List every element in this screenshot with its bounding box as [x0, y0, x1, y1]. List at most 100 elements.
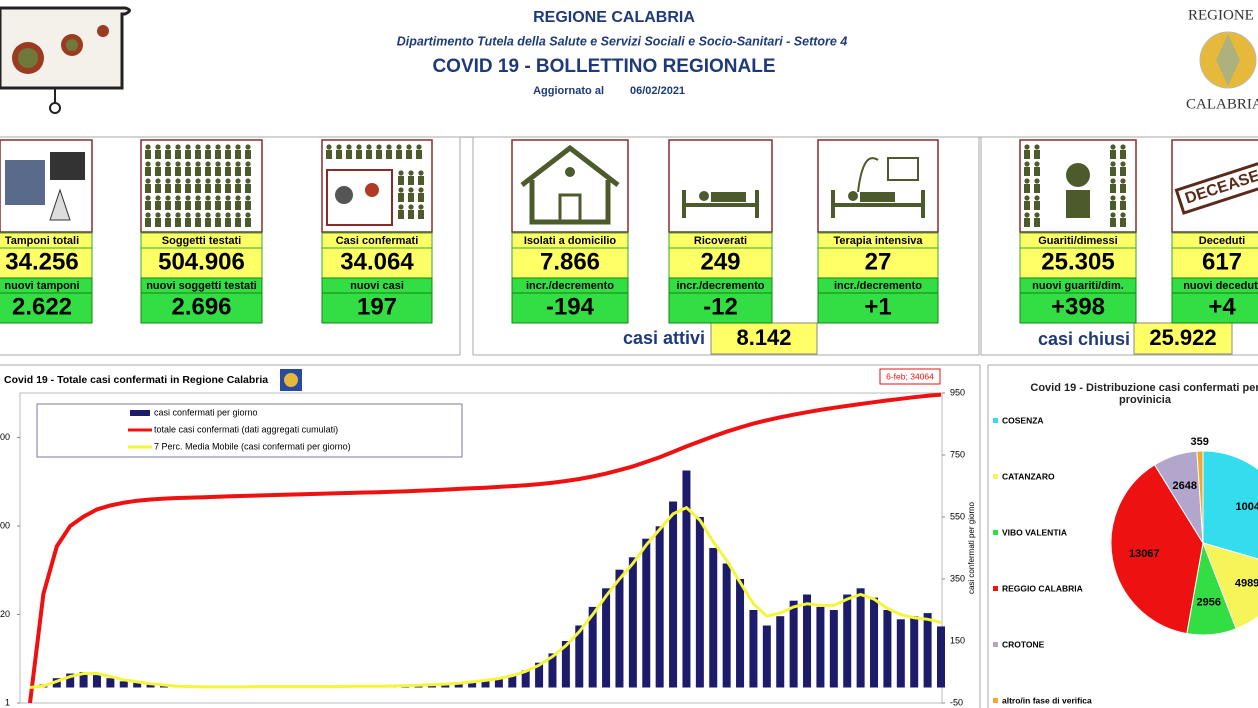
icon-figure: [235, 218, 241, 227]
icon-figure: [1110, 178, 1116, 184]
icon-figure: [245, 150, 251, 159]
bar: [762, 625, 771, 688]
icon-figure: [235, 212, 241, 218]
card-label: Terapia intensiva: [833, 235, 923, 247]
icon-figure: [215, 178, 221, 184]
icon-figure: [205, 184, 211, 193]
icon-figure: [396, 144, 402, 150]
icon-figure: [225, 195, 231, 201]
icon-figure: [225, 150, 231, 159]
icon-figure: [145, 161, 151, 167]
icon-figure: [205, 212, 211, 218]
bar: [602, 588, 611, 688]
card-delta-box: [140, 292, 263, 324]
card-label: Deceduti: [1199, 235, 1245, 247]
card-label: Tamponi totali: [5, 235, 79, 247]
icon-figure: [1034, 178, 1040, 184]
icon-figure: [1120, 150, 1126, 159]
card-delta-box: [1019, 292, 1137, 324]
card-value-box: [1019, 247, 1137, 279]
icon-figure: [175, 161, 181, 167]
legend-label: CROTONE: [1002, 639, 1045, 649]
bar: [736, 579, 745, 688]
icon-figure: [235, 201, 241, 210]
icon-figure: [356, 144, 362, 150]
card-delta: +4: [1208, 293, 1236, 320]
icon-figure: [225, 218, 231, 227]
bar: [937, 626, 945, 688]
icon-figure: [205, 150, 211, 159]
bar: [133, 682, 142, 688]
bar: [722, 563, 731, 688]
bar: [494, 678, 503, 688]
card-value: 34.256: [5, 248, 78, 275]
legend-label: casi confermati per giorno: [154, 407, 258, 417]
y-tick-label: 20: [0, 609, 10, 619]
icon-figure: [245, 195, 251, 201]
icon-figure: [145, 212, 151, 218]
y-tick-label: 8000: [0, 432, 10, 442]
logo-top: REGIONE: [1188, 7, 1254, 23]
icon-figure: [165, 201, 171, 210]
legend-swatch: [993, 474, 998, 479]
icon-figure: [1110, 167, 1116, 176]
closed-box: [1133, 322, 1233, 355]
card-icon-frame: [140, 139, 263, 233]
pie-slice: [1196, 450, 1204, 544]
icon-door: [558, 193, 582, 224]
icon-figure: [145, 167, 151, 176]
icon-figure: [185, 218, 191, 227]
icon-body: [711, 192, 746, 202]
bar: [106, 678, 115, 688]
icon-figure: [225, 167, 231, 176]
icon-figure: [155, 161, 161, 167]
icon-figure: [326, 150, 332, 159]
icon-figure: [408, 204, 414, 210]
line: [29, 505, 942, 689]
icon-figure: [195, 161, 201, 167]
icon-figure: [408, 187, 414, 193]
icon-figure: [165, 212, 171, 218]
icon-figure: [418, 176, 424, 185]
icon-figure: [1034, 184, 1040, 193]
icon-figure: [195, 195, 201, 201]
icon-figure: [1110, 195, 1116, 201]
icon-figure: [366, 144, 372, 150]
card-delta-label: incr./decremento: [834, 280, 922, 292]
icon-figure: [195, 212, 201, 218]
bar: [535, 662, 544, 688]
card-delta: +1: [864, 293, 891, 320]
icon-figure: [1120, 167, 1126, 176]
bar: [561, 641, 570, 688]
icon-figure: [205, 178, 211, 184]
active-value: 8.142: [736, 325, 791, 350]
bar: [548, 653, 557, 688]
icon-figure: [1120, 195, 1126, 201]
icon-figure: [1024, 167, 1030, 176]
icon-figure: [245, 184, 251, 193]
icon-figure: [408, 176, 414, 185]
icon-figure: [1110, 144, 1116, 150]
icon-head: [335, 186, 353, 204]
icon-figure: [1024, 218, 1030, 227]
icon-figure: [1024, 184, 1030, 193]
bar: [856, 588, 865, 688]
icon-figure: [165, 195, 171, 201]
icon-figure: [1034, 218, 1040, 227]
bar: [468, 681, 477, 688]
icon-bed: [682, 190, 759, 218]
icon-tube: [857, 157, 879, 193]
icon-figure: [408, 210, 414, 219]
closed-value: 25.922: [1149, 325, 1216, 350]
updated-label: Aggiornato al: [533, 85, 604, 97]
icon-figure: [195, 144, 201, 150]
icon-figure: [418, 170, 424, 176]
icon-figure: [235, 144, 241, 150]
card-value: 249: [700, 248, 740, 275]
icon-lab: [5, 160, 45, 205]
icon-monitor: [887, 157, 919, 181]
legend-swatch: [130, 410, 150, 416]
active-label: casi attivi: [623, 328, 705, 348]
icon-figure: [235, 195, 241, 201]
